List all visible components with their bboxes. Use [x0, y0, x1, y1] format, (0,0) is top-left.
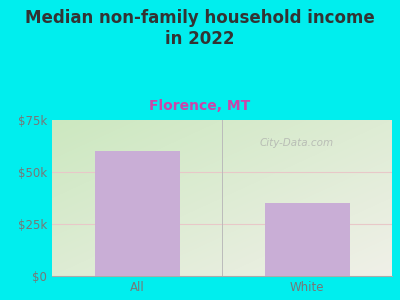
Text: City-Data.com: City-Data.com [260, 138, 334, 148]
Text: Median non-family household income
in 2022: Median non-family household income in 20… [25, 9, 375, 48]
Text: Florence, MT: Florence, MT [149, 99, 251, 113]
Bar [94, 151, 180, 276]
Bar [264, 203, 350, 276]
